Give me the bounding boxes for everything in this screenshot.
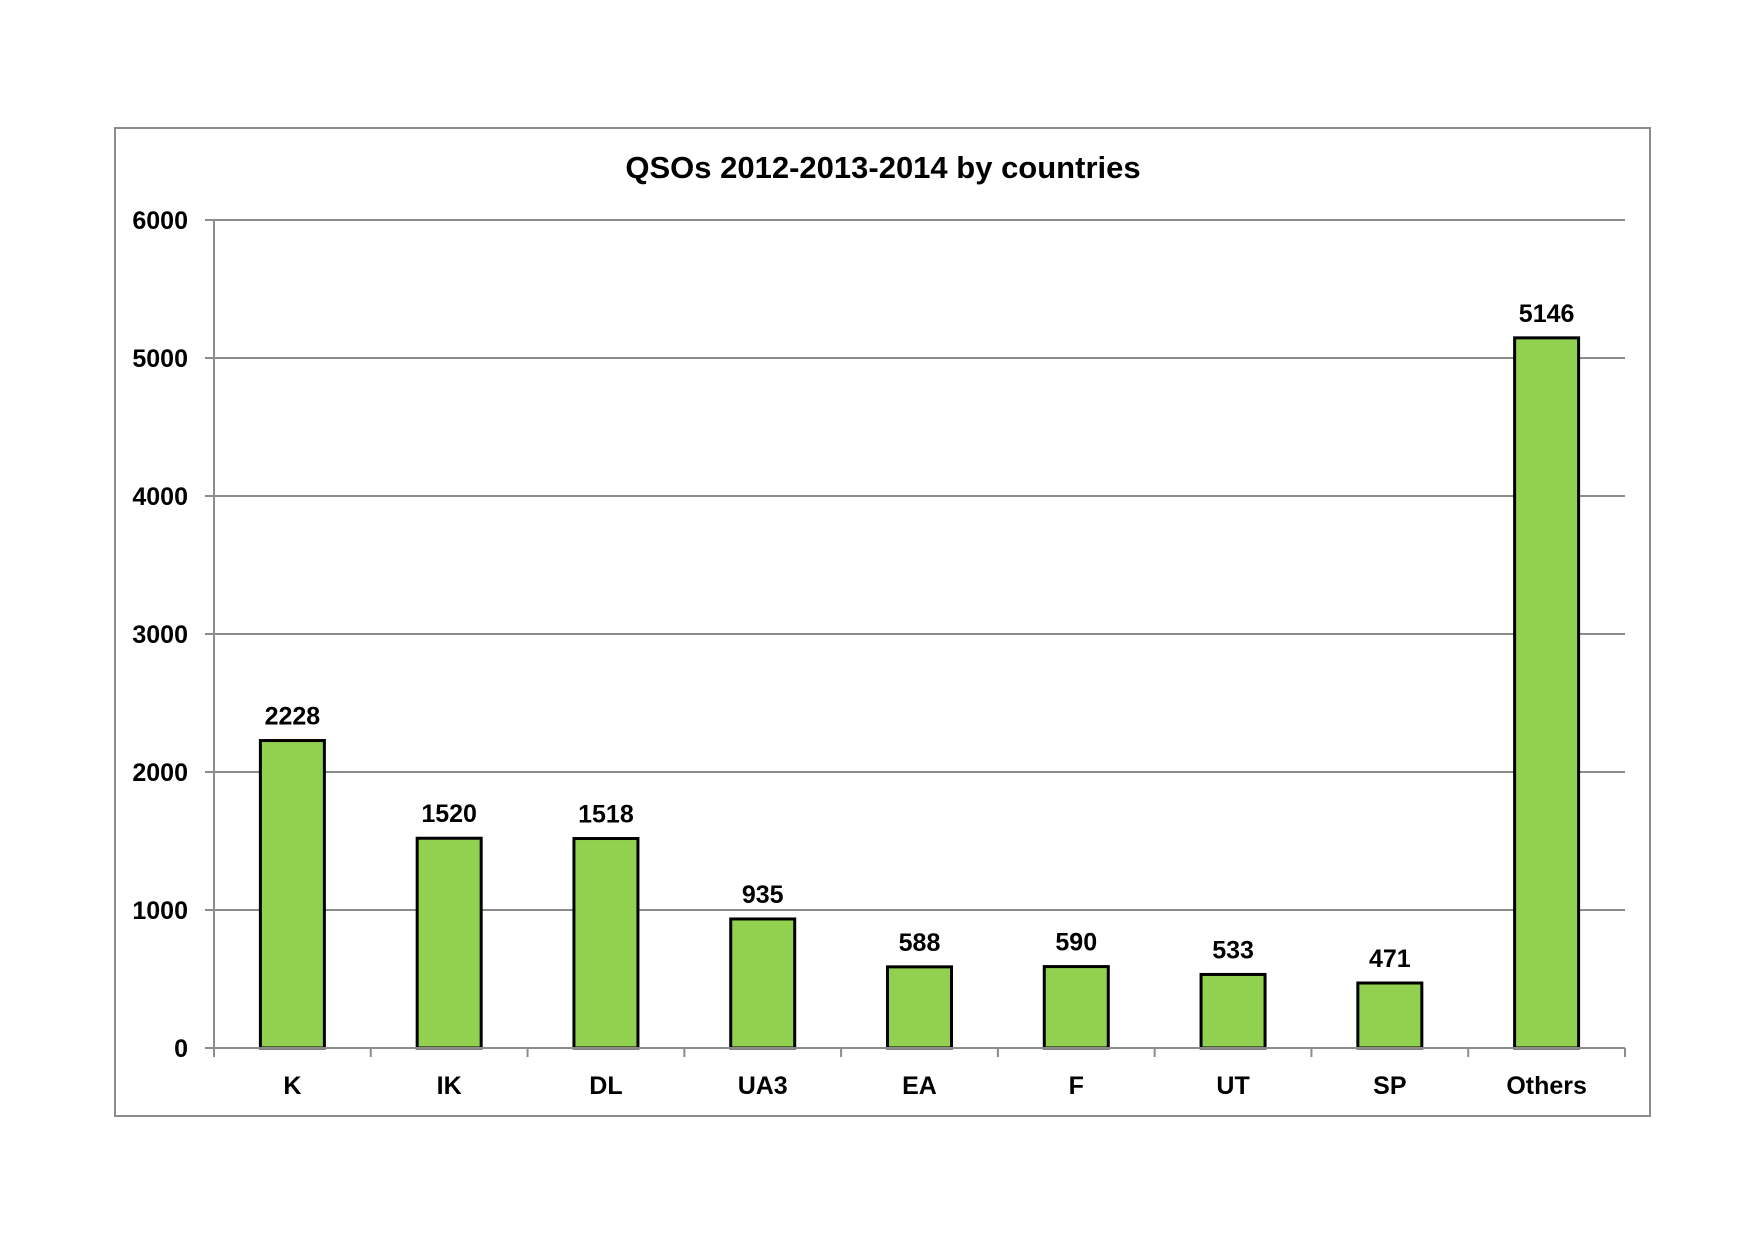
- bar: [729, 917, 797, 1050]
- y-tick-label: 3000: [132, 621, 188, 649]
- y-tick-label: 1000: [132, 897, 188, 925]
- data-label: 590: [1055, 929, 1097, 957]
- bar: [1199, 972, 1267, 1050]
- data-label: 1520: [421, 800, 477, 828]
- data-label: 588: [899, 929, 941, 957]
- y-axis-tick-labels: 0 1000 2000 3000 4000 5000 6000: [132, 207, 188, 1063]
- bar: [1513, 336, 1581, 1050]
- x-tick-label: K: [283, 1072, 301, 1100]
- x-axis-tick-labels: K IK DL UA3 EA F UT SP Others: [283, 1072, 1587, 1100]
- bar: [572, 837, 640, 1050]
- bar: [1356, 981, 1424, 1050]
- x-tick-label: UA3: [738, 1072, 788, 1100]
- y-tick-label: 0: [174, 1035, 188, 1063]
- x-tick-label: UT: [1216, 1072, 1249, 1100]
- y-tick-label: 5000: [132, 345, 188, 373]
- bars: [258, 336, 1581, 1050]
- bar: [258, 739, 326, 1050]
- bar: [415, 836, 483, 1050]
- y-tick-label: 6000: [132, 207, 188, 235]
- x-tick-label: IK: [437, 1072, 462, 1100]
- data-label: 533: [1212, 936, 1254, 964]
- chart-frame: [114, 127, 1651, 1117]
- data-label: 935: [742, 881, 784, 909]
- data-label: 2228: [265, 703, 321, 731]
- axes: [205, 219, 1626, 1057]
- y-tick-label: 2000: [132, 759, 188, 787]
- chart-title: QSOs 2012-2013-2014 by countries: [625, 150, 1140, 185]
- x-tick-label: F: [1069, 1072, 1084, 1100]
- x-tick-label: DL: [589, 1072, 622, 1100]
- bar: [886, 965, 953, 1050]
- data-labels: 2228 1520 1518 935 588 590 533 471 5146: [265, 300, 1575, 973]
- x-tick-label: Others: [1506, 1072, 1587, 1100]
- x-tick-label: EA: [902, 1072, 937, 1100]
- y-tick-label: 4000: [132, 483, 188, 511]
- bar: [1042, 965, 1110, 1050]
- x-tick-label: SP: [1373, 1072, 1406, 1100]
- data-label: 5146: [1519, 300, 1575, 328]
- data-label: 471: [1369, 945, 1411, 973]
- data-label: 1518: [578, 801, 634, 829]
